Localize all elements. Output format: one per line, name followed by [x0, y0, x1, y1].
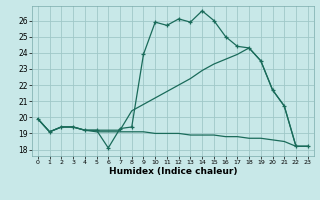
- X-axis label: Humidex (Indice chaleur): Humidex (Indice chaleur): [108, 167, 237, 176]
